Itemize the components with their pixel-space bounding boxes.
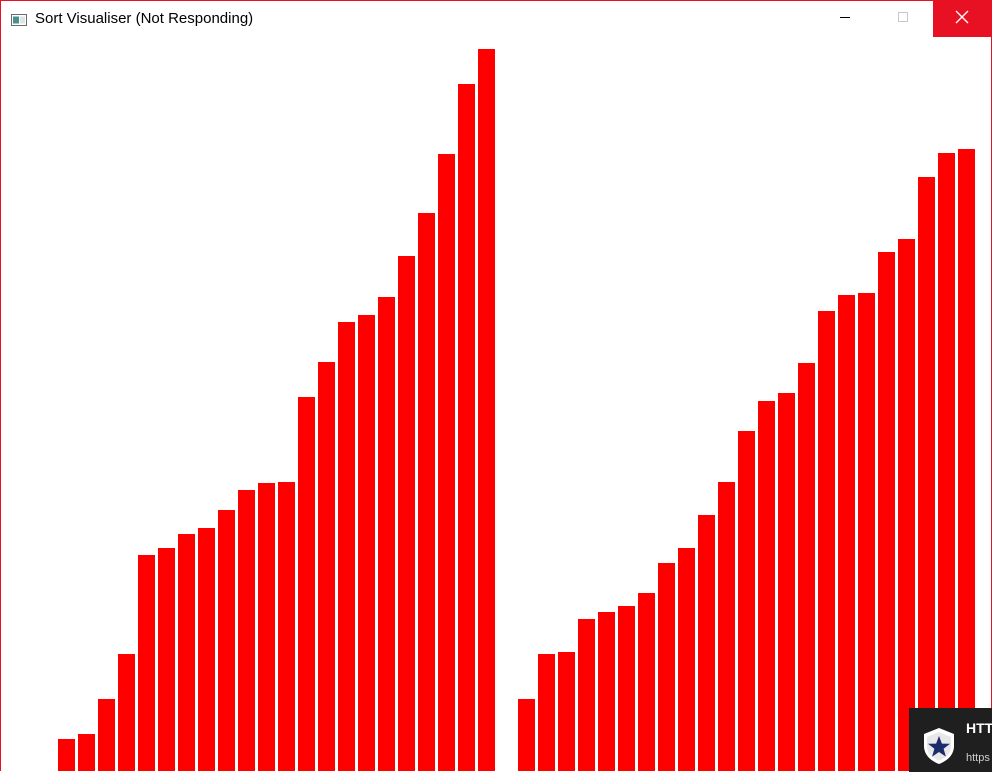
minimize-button[interactable] bbox=[816, 1, 874, 37]
sort-bar bbox=[118, 654, 135, 771]
sort-bar bbox=[718, 482, 735, 771]
sort-bar bbox=[678, 548, 695, 771]
sort-bar bbox=[698, 515, 715, 771]
sort-bar bbox=[58, 739, 75, 771]
sort-bar bbox=[178, 534, 195, 771]
window-title: Sort Visualiser (Not Responding) bbox=[35, 10, 254, 27]
sort-bar bbox=[98, 699, 115, 771]
sort-bar bbox=[858, 293, 875, 771]
sort-bar bbox=[658, 563, 675, 771]
sort-bar bbox=[958, 149, 975, 771]
sort-bar bbox=[218, 510, 235, 771]
sort-bar bbox=[838, 295, 855, 771]
sort-bar bbox=[598, 612, 615, 771]
sort-bar bbox=[458, 84, 475, 771]
sort-bar bbox=[378, 297, 395, 771]
sort-bar bbox=[478, 49, 495, 771]
sort-bar bbox=[538, 654, 555, 771]
sort-bar bbox=[738, 431, 755, 771]
shield-star-icon bbox=[919, 726, 959, 766]
maximize-icon bbox=[897, 10, 909, 28]
sort-bar bbox=[898, 239, 915, 771]
sort-bar bbox=[138, 555, 155, 771]
sort-bar bbox=[778, 393, 795, 771]
sort-bar bbox=[918, 177, 935, 771]
sort-bar bbox=[338, 322, 355, 771]
sort-bar bbox=[798, 363, 815, 771]
sort-bar bbox=[878, 252, 895, 771]
toast-url: https bbox=[966, 752, 990, 764]
sort-bar bbox=[78, 734, 95, 771]
sort-bar bbox=[358, 315, 375, 771]
close-icon bbox=[955, 10, 969, 29]
sort-bar bbox=[278, 482, 295, 771]
sort-bar bbox=[558, 652, 575, 771]
sort-bar bbox=[398, 256, 415, 771]
toast-title: HTT bbox=[966, 720, 992, 736]
sort-bar bbox=[258, 483, 275, 771]
sort-bar bbox=[298, 397, 315, 771]
sort-bar bbox=[938, 153, 955, 771]
maximize-button[interactable] bbox=[874, 1, 932, 37]
sort-bar bbox=[238, 490, 255, 771]
sort-bar bbox=[438, 154, 455, 771]
window-app-icon[interactable] bbox=[11, 13, 27, 26]
sort-bar bbox=[318, 362, 335, 771]
sort-bar bbox=[418, 213, 435, 771]
sort-bar bbox=[758, 401, 775, 771]
sort-bar bbox=[638, 593, 655, 771]
sort-bar bbox=[818, 311, 835, 771]
title-bar[interactable]: Sort Visualiser (Not Responding) bbox=[1, 1, 991, 37]
sort-canvas bbox=[1, 37, 991, 771]
sort-bar bbox=[578, 619, 595, 771]
sort-bar bbox=[618, 606, 635, 771]
close-button[interactable] bbox=[933, 1, 991, 37]
sort-bar bbox=[198, 528, 215, 771]
notification-toast[interactable]: HTT https bbox=[909, 708, 992, 772]
sort-bar bbox=[518, 699, 535, 771]
sort-bar bbox=[158, 548, 175, 771]
minimize-icon bbox=[839, 10, 851, 28]
